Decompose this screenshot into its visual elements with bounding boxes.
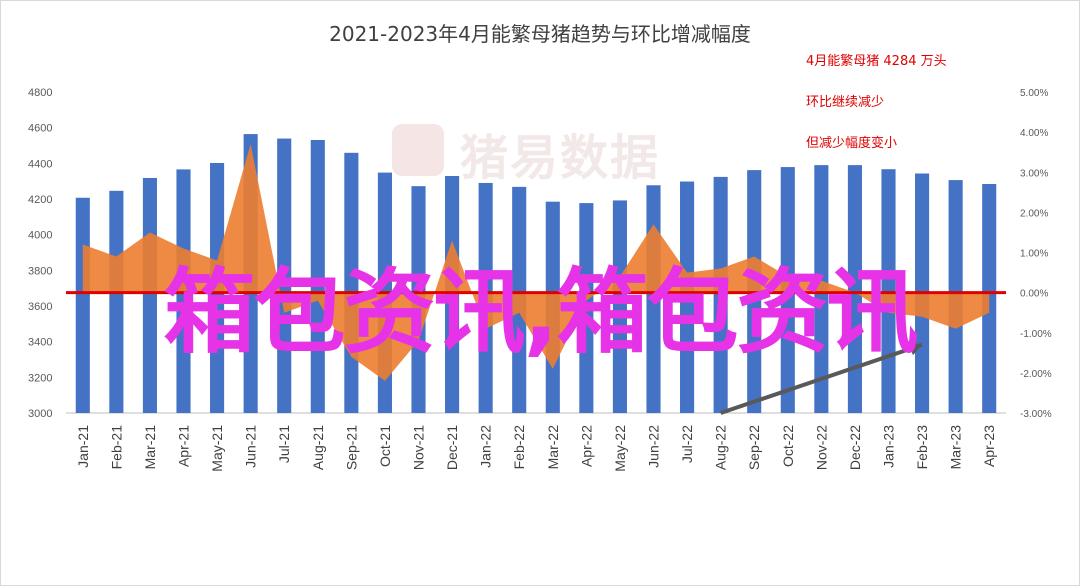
y-left-tick: 4400 (28, 158, 52, 170)
x-tick-Feb-21: Feb-21 (108, 425, 124, 470)
x-tick-Aug-22: Aug-22 (713, 425, 729, 470)
y-left-tick: 4000 (28, 230, 52, 242)
bar-Jul-22 (680, 181, 695, 413)
x-tick-Jan-22: Jan-22 (478, 425, 494, 468)
annotation-continued-decrease: 环比继续减少 (806, 95, 885, 110)
y-left-tick: 4200 (28, 194, 52, 206)
x-tick-Aug-21: Aug-21 (310, 425, 326, 470)
y-right-tick: -2.00% (1020, 369, 1052, 380)
x-tick-May-21: May-21 (209, 425, 225, 472)
x-tick-Jan-21: Jan-21 (75, 425, 91, 468)
y-right-tick: 2.00% (1020, 208, 1048, 219)
y-right-tick: 3.00% (1020, 168, 1048, 179)
x-tick-Mar-22: Mar-22 (545, 425, 561, 470)
x-tick-Jul-22: Jul-22 (679, 425, 695, 463)
y-right-tick: 4.00% (1020, 128, 1048, 139)
x-tick-Feb-23: Feb-23 (914, 425, 930, 470)
y-left-tick: 3200 (28, 372, 52, 384)
y-left-tick: 4800 (28, 87, 52, 99)
y-right-tick: 1.00% (1020, 249, 1048, 260)
x-tick-Mar-21: Mar-21 (142, 425, 158, 470)
watermark-logo-icon (392, 124, 444, 176)
y-left-tick: 3600 (28, 301, 52, 313)
x-tick-Oct-21: Oct-21 (377, 425, 393, 467)
annotation-decrease-smaller: 但减少幅度变小 (806, 136, 898, 151)
overlay-watermark-text: 箱包资讯,箱包资讯 (163, 259, 919, 366)
watermark-text: 猪易数据 (460, 130, 661, 186)
chart-title: 2021-2023年4月能繁母猪趋势与环比增减幅度 (329, 22, 751, 46)
x-tick-Mar-23: Mar-23 (948, 425, 964, 470)
y-right-tick: 5.00% (1020, 88, 1048, 99)
x-tick-Dec-21: Dec-21 (444, 425, 460, 470)
trend-arrow-head-icon (908, 342, 923, 356)
bar-Apr-22 (579, 203, 594, 413)
y-right-tick: -3.00% (1020, 409, 1052, 420)
x-tick-Feb-22: Feb-22 (511, 425, 527, 470)
x-tick-Jan-23: Jan-23 (881, 425, 897, 468)
y-right-tick: 0.00% (1020, 289, 1048, 300)
y-right-tick: -1.00% (1020, 329, 1052, 340)
y-left-tick: 3400 (28, 337, 52, 349)
trend-arrow-line (720, 342, 923, 415)
x-tick-Apr-22: Apr-22 (578, 425, 594, 467)
x-tick-Jul-21: Jul-21 (276, 425, 292, 463)
x-tick-Apr-21: Apr-21 (176, 425, 192, 467)
bar-Jan-23 (881, 169, 896, 413)
y-left-tick: 3000 (28, 408, 52, 420)
y-left-tick: 3800 (28, 265, 52, 277)
x-tick-Dec-22: Dec-22 (847, 425, 863, 470)
x-tick-Apr-23: Apr-23 (981, 425, 997, 467)
bar-May-22 (612, 200, 627, 413)
bar-Feb-21 (109, 190, 124, 413)
x-tick-Sep-21: Sep-21 (343, 425, 359, 470)
x-tick-Jun-22: Jun-22 (646, 425, 662, 468)
x-tick-Nov-21: Nov-21 (411, 425, 427, 470)
bar-Jul-21 (277, 138, 292, 414)
bar-Dec-22 (847, 165, 862, 413)
y-left-tick: 4600 (28, 123, 52, 135)
annotation-sows-count: 4月能繁母猪 4284 万头 (806, 54, 947, 69)
x-tick-Oct-22: Oct-22 (780, 425, 796, 467)
x-tick-Sep-22: Sep-22 (746, 425, 762, 470)
x-tick-May-22: May-22 (612, 425, 628, 472)
x-tick-Jun-21: Jun-21 (243, 425, 259, 468)
x-tick-Nov-22: Nov-22 (813, 425, 829, 470)
bar-Aug-22 (713, 176, 728, 413)
mom-change-area (82, 144, 990, 381)
bar-Dec-21 (445, 175, 460, 413)
bar-Aug-21 (310, 139, 325, 413)
